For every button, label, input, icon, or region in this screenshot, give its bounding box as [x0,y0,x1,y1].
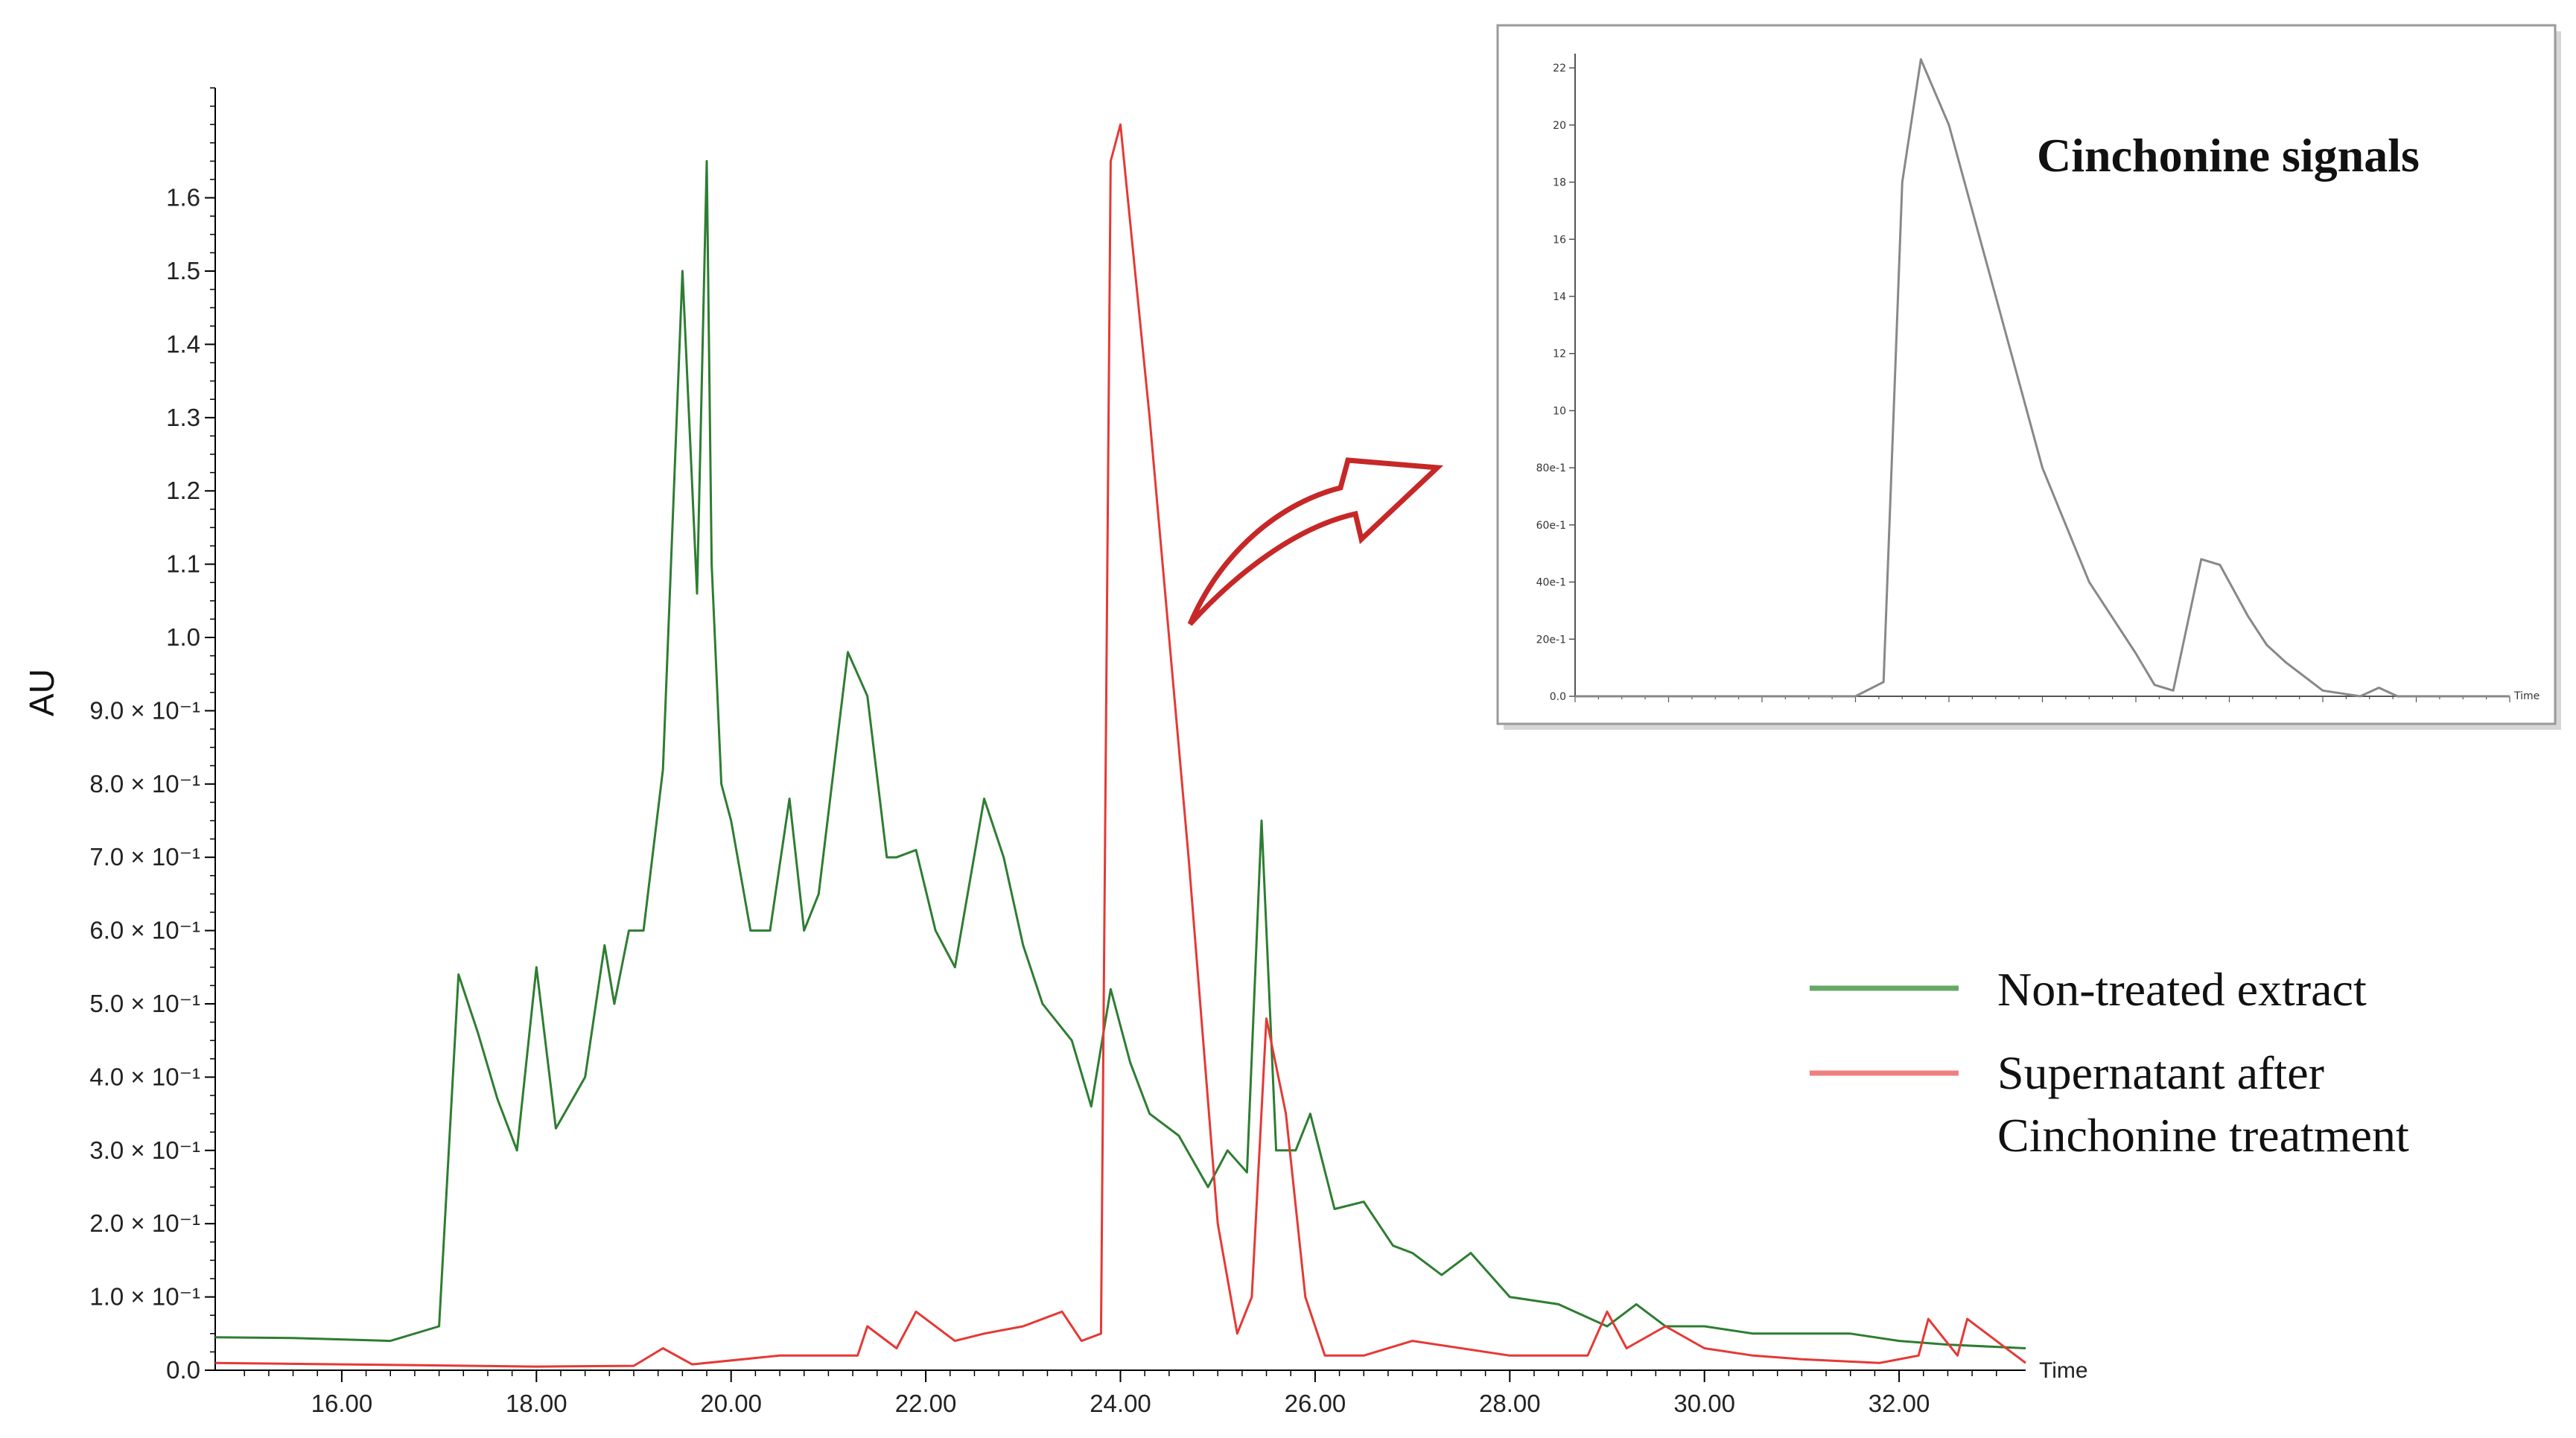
y-tick-label: 4.0 × 10⁻¹ [89,1063,200,1090]
inset-x-axis-title: Time [2513,690,2540,702]
x-ticks: 16.00 18.00 20.00 22.00 24.00 26.00 28.00 30.00… [311,1370,1930,1417]
x-tick-label: 26.00 [1285,1390,1346,1417]
y-tick-label: 7.0 × 10⁻¹ [89,843,200,871]
x-tick-label: 18.00 [506,1390,567,1417]
inset-series-line [1575,58,2510,698]
main-plot: 0.0 1.0 × 10⁻¹ 2.0 × 10⁻¹ 3.0 × 10⁻¹ 4.0 × 1… [22,87,2088,1417]
arrow-icon [1187,457,1444,626]
legend-label-supernatant-line2: Cinchonine treatment [1997,1109,2409,1162]
y-tick-label: 9.0 × 10⁻¹ [89,696,200,724]
y-tick-label: 3.0 × 10⁻¹ [89,1136,200,1164]
y-tick-label: 1.0 [166,623,200,651]
x-axis-title: Time [2039,1358,2088,1383]
y-axis-title: AU [22,669,61,716]
y-tick-label: 8.0 × 10⁻¹ [89,770,200,798]
inset-y-tick-label: 20e-1 [1536,634,1566,646]
inset-y-ticks: 0.0 20e-1 40e-1 60e-1 80e-1 10 12 14 16 18 20 22 [1536,63,1575,703]
inset-y-tick-label: 22 [1553,63,1566,74]
legend-label-supernatant-line1: Supernatant after [1997,1046,2324,1099]
y-tick-label: 1.5 [166,257,200,284]
y-tick-label: 1.1 [166,550,200,578]
inset-y-tick-label: 60e-1 [1536,520,1566,532]
y-tick-label: 0.0 [166,1356,200,1384]
inset-y-tick-label: 16 [1553,234,1566,246]
inset-title: Cinchonine signals [2037,129,2420,182]
inset-y-tick-label: 14 [1553,291,1566,303]
legend-label-supernatant: Supernatant after Cinchonine treatment [1997,1046,2409,1162]
inset-y-tick-label: 40e-1 [1536,577,1566,589]
x-tick-label: 24.00 [1090,1390,1151,1417]
y-tick-label: 1.4 [166,330,200,357]
x-tick-label: 32.00 [1869,1390,1930,1417]
inset-y-tick-label: 12 [1553,349,1566,360]
x-tick-label: 20.00 [700,1390,762,1417]
series-line-supernatant [214,123,2026,1368]
series-line-non-treated [214,159,2026,1349]
legend-label-non-treated: Non-treated extract [1997,963,2367,1016]
inset-y-tick-label: 20 [1553,120,1566,132]
legend: Non-treated extract Supernatant after Ci… [1810,963,2409,1162]
y-ticks: 0.0 1.0 × 10⁻¹ 2.0 × 10⁻¹ 3.0 × 10⁻¹ 4.0 × 1… [89,184,215,1384]
inset-frame [1496,24,2557,725]
x-tick-label: 30.00 [1673,1390,1735,1417]
main-series [214,123,2026,1368]
x-tick-label: 28.00 [1479,1390,1541,1417]
inset-y-tick-label: 80e-1 [1536,462,1566,474]
inset-y-tick-label: 18 [1553,177,1566,189]
y-tick-label: 1.2 [166,477,200,504]
x-tick-label: 16.00 [311,1390,373,1417]
y-minor-ticks [210,87,215,1371]
y-tick-label: 1.0 × 10⁻¹ [89,1283,200,1311]
y-tick-label: 1.6 [166,184,200,211]
y-tick-label: 6.0 × 10⁻¹ [89,917,200,944]
y-tick-label: 5.0 × 10⁻¹ [89,990,200,1017]
y-tick-label: 1.3 [166,404,200,431]
inset-panel: 0.0 20e-1 40e-1 60e-1 80e-1 10 12 14 16 18 20 22 Ti… [1496,24,2561,730]
x-tick-label: 22.00 [895,1390,957,1417]
inset-y-tick-label: 0.0 [1550,691,1566,703]
y-tick-label: 2.0 × 10⁻¹ [89,1209,200,1237]
x-minor-ticks [244,1370,1997,1376]
inset-y-tick-label: 10 [1553,405,1566,417]
inset-series [1575,58,2510,698]
